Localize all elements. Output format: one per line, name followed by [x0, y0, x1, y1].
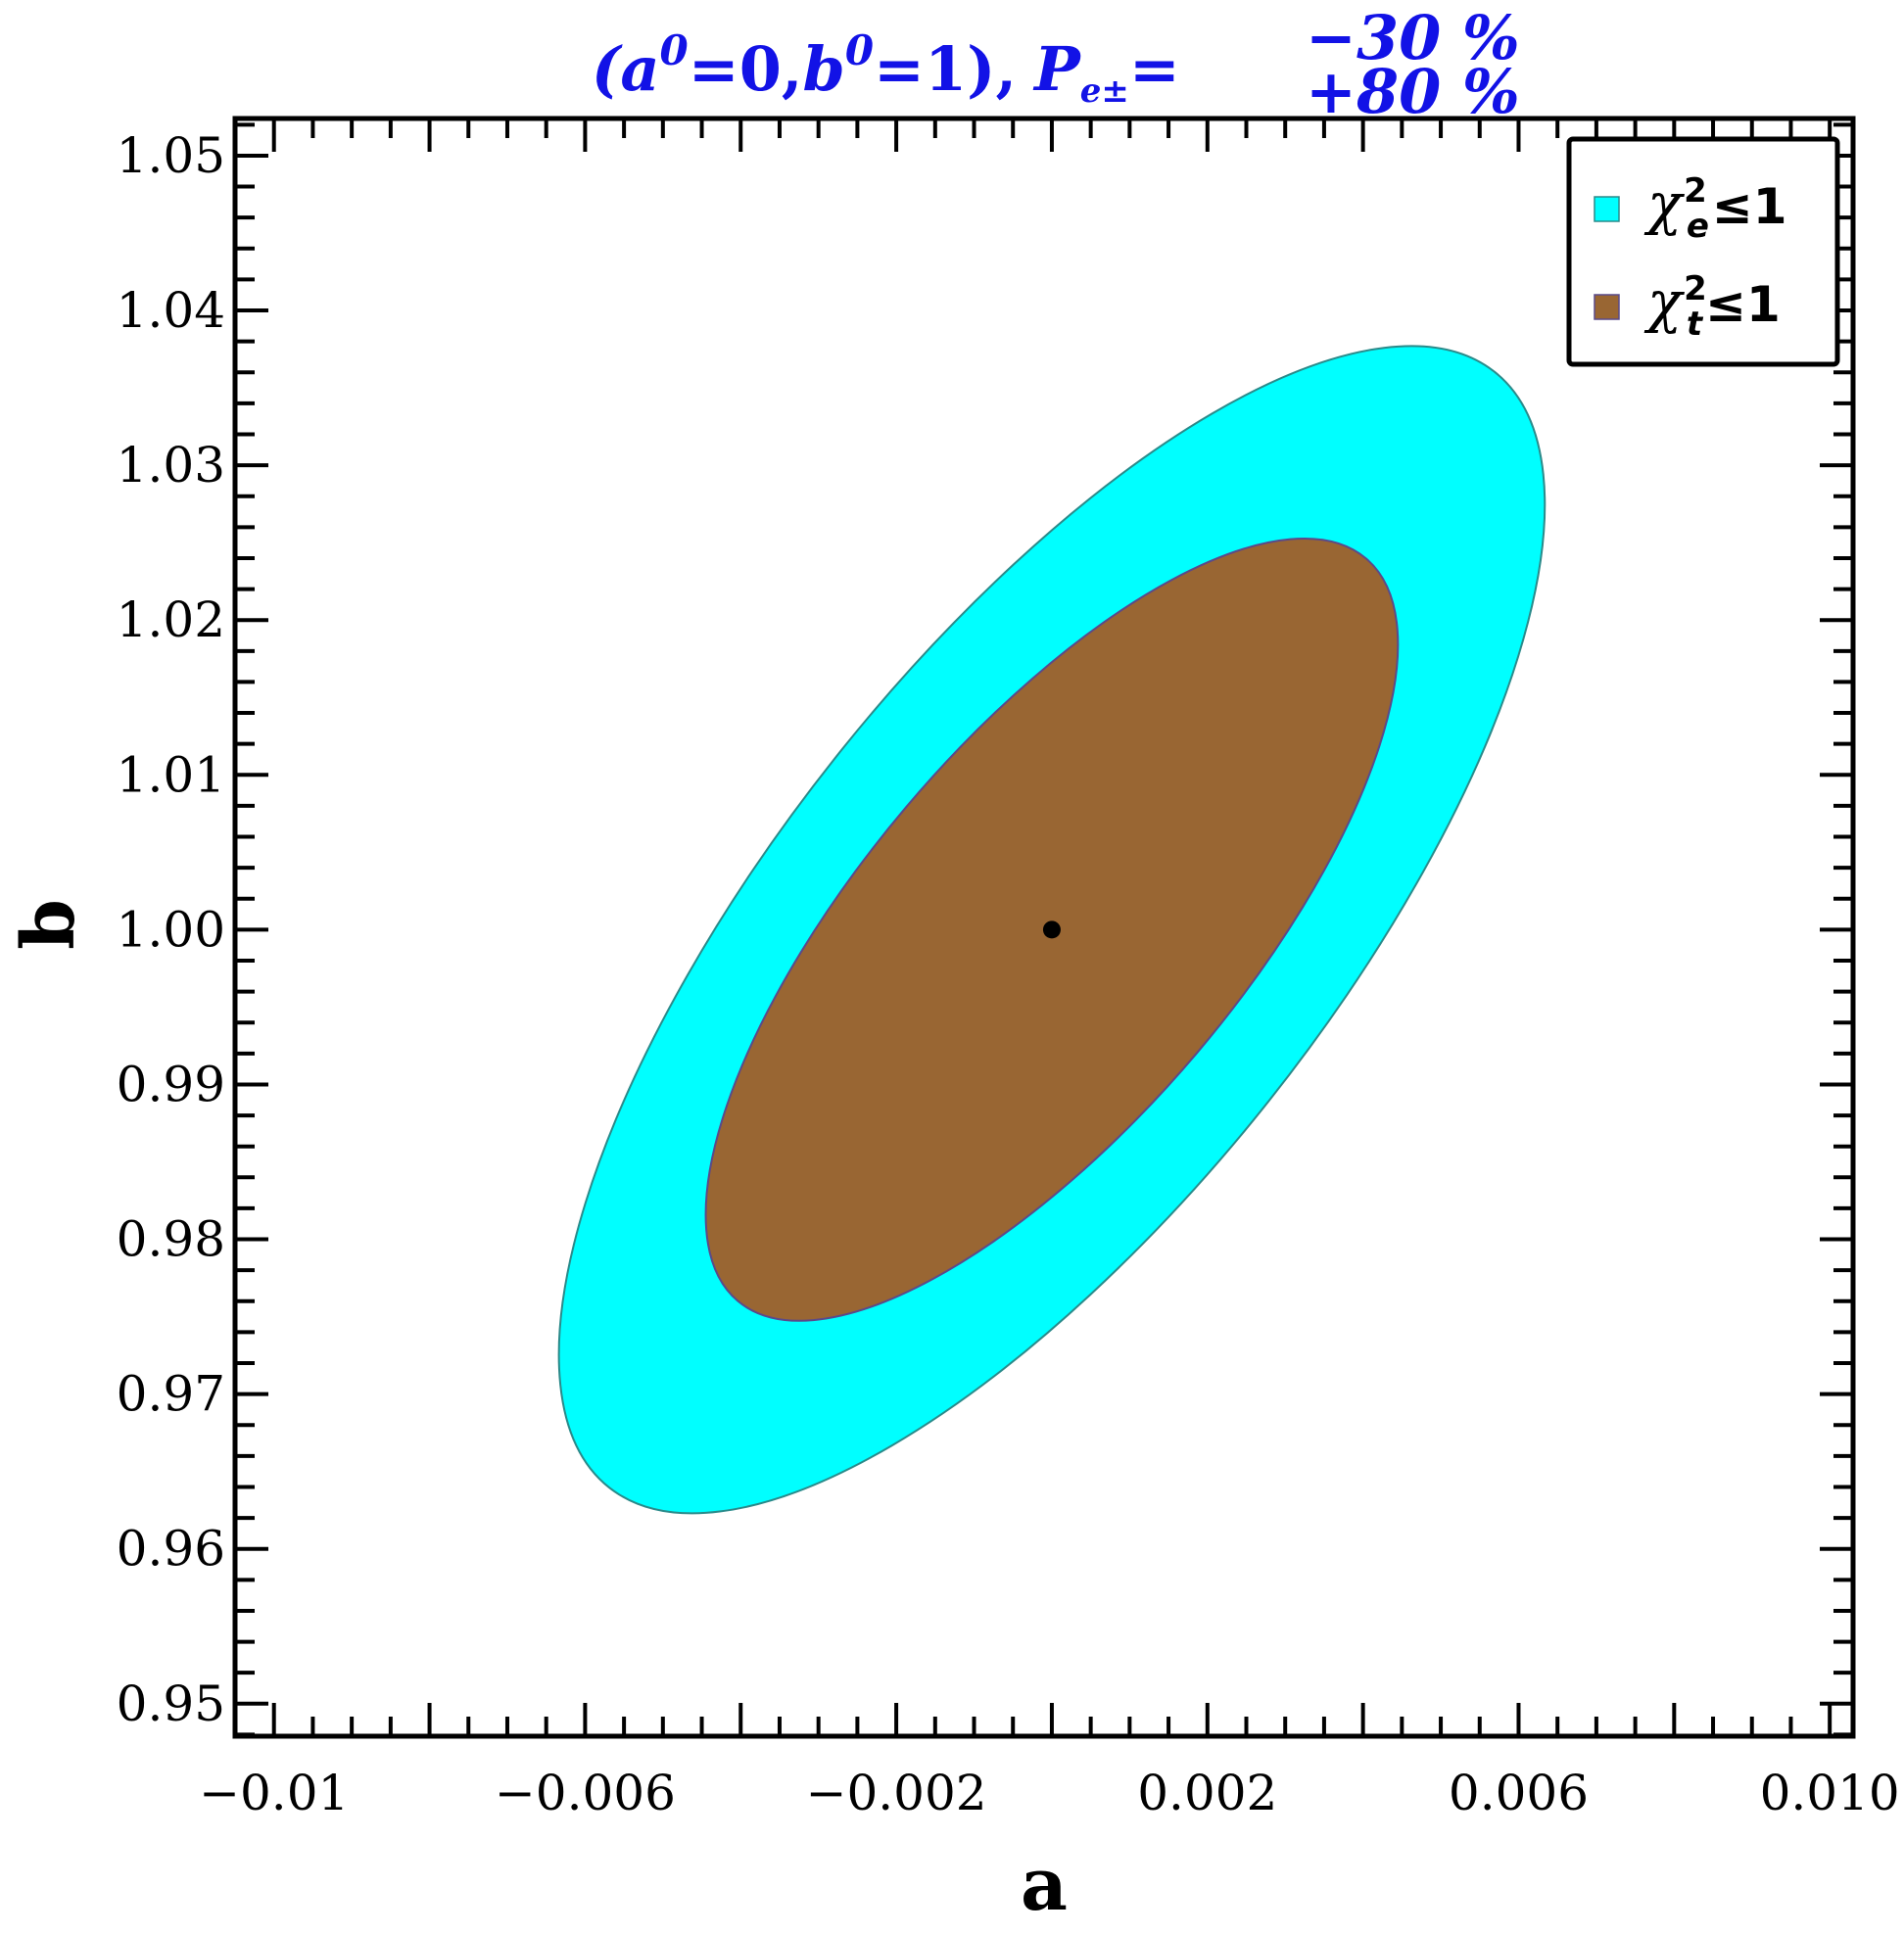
y-tick-label: 0.97: [117, 1366, 225, 1423]
y-tick-label: 1.05: [117, 127, 225, 184]
best-fit-point: [1042, 920, 1061, 939]
legend: χ2 e≤1 χ2 t≤1: [1566, 136, 1840, 367]
x-axis-title: a: [1021, 1843, 1068, 1927]
chart-title: (a0=0,b0=1), Pe±=: [592, 26, 1180, 111]
legend-chi-symbol: χ: [1643, 268, 1685, 335]
y-tick-label: 1.00: [117, 901, 225, 958]
x-tick-label: −0.002: [806, 1765, 987, 1821]
legend-chi-symbol: χ: [1643, 170, 1685, 237]
legend-subscript: e: [1687, 207, 1709, 246]
y-axis-title: b: [7, 899, 91, 950]
legend-swatch-chi2-t: [1594, 294, 1620, 320]
legend-relation: ≤1: [1705, 276, 1781, 333]
x-tick-label: 0.006: [1449, 1765, 1589, 1821]
x-tick-labels: −0.01 −0.006 −0.002 0.002 0.006 0.010: [199, 1765, 1900, 1821]
title-polarization-lower: +80 %: [1306, 56, 1520, 127]
title-p-subscript: e±: [1080, 71, 1129, 111]
y-tick-label: 0.96: [117, 1521, 225, 1578]
legend-subscript: t: [1687, 305, 1704, 344]
legend-box: [1566, 136, 1840, 367]
x-tick-label: −0.01: [199, 1765, 349, 1821]
x-tick-label: −0.006: [495, 1765, 676, 1821]
y-tick-label: 1.02: [117, 591, 225, 648]
title-b-symbol: b: [802, 33, 844, 105]
y-tick-label: 0.99: [117, 1056, 225, 1112]
plot-frame: [232, 116, 1856, 1739]
plot-area: [557, 345, 1547, 1515]
legend-superscript: 2: [1684, 171, 1707, 211]
legend-swatch-chi2-e: [1594, 196, 1620, 222]
y-tick-label: 0.98: [117, 1211, 225, 1268]
title-a-superscript: 0: [660, 26, 689, 74]
title-suffix: =1),: [874, 33, 1017, 105]
title-equals: =: [1129, 33, 1180, 105]
legend-label-chi2-t: χ2 t≤1: [1643, 268, 1781, 344]
title-mid: =0,: [689, 33, 803, 105]
y-tick-labels: 0.95 0.96 0.97 0.98 0.99 1.00 1.01 1.02 1.03 1.04…: [117, 127, 225, 1732]
title-p-symbol: P: [1032, 33, 1082, 105]
x-tick-label: 0.010: [1760, 1765, 1900, 1821]
title-b-superscript: 0: [845, 26, 874, 74]
legend-relation: ≤1: [1712, 178, 1787, 235]
title-a-symbol: a: [620, 33, 659, 105]
y-tick-label: 0.95: [117, 1675, 225, 1732]
title-prefix: (: [592, 33, 623, 105]
legend-label-chi2-e: χ2 e≤1: [1643, 170, 1787, 246]
title-polarization-upper: −30 %: [1306, 2, 1520, 73]
legend-superscript: 2: [1684, 269, 1707, 308]
y-tick-label: 1.03: [117, 437, 225, 494]
y-tick-label: 1.01: [117, 746, 225, 803]
y-tick-label: 1.04: [117, 282, 225, 339]
x-tick-label: 0.002: [1137, 1765, 1277, 1821]
